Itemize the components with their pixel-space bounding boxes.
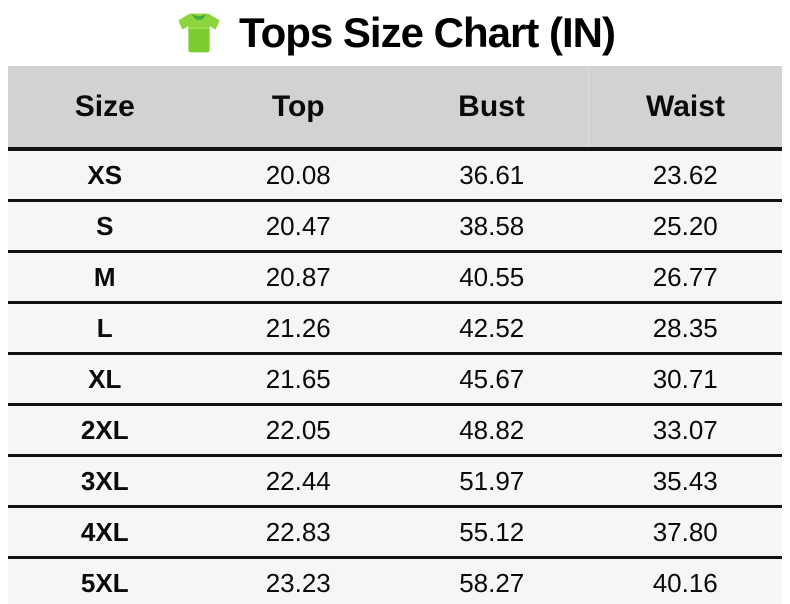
bust-cell: 45.67 [395, 353, 589, 406]
waist-cell: 33.07 [588, 404, 782, 457]
waist-cell: 37.80 [588, 506, 782, 559]
size-cell: 4XL [8, 506, 202, 559]
size-cell: 5XL [8, 557, 202, 604]
column-header-waist: Waist [588, 66, 782, 151]
bust-cell: 48.82 [395, 404, 589, 457]
table-row-s: S 20.47 38.58 25.20 [8, 200, 782, 253]
table-row-5xl: 5XL 23.23 58.27 40.16 [8, 557, 782, 604]
size-cell: S [8, 200, 202, 253]
bust-cell: 58.27 [395, 557, 589, 604]
waist-cell: 40.16 [588, 557, 782, 604]
bust-cell: 55.12 [395, 506, 589, 559]
bust-cell: 42.52 [395, 302, 589, 355]
top-cell: 20.47 [201, 200, 395, 253]
page-title: Tops Size Chart (IN) [239, 9, 616, 56]
table-row-m: M 20.87 40.55 26.77 [8, 251, 782, 304]
size-cell: M [8, 251, 202, 304]
table-row-3xl: 3XL 22.44 51.97 35.43 [8, 455, 782, 508]
waist-cell: 30.71 [588, 353, 782, 406]
bust-cell: 51.97 [395, 455, 589, 508]
size-cell: XL [8, 353, 202, 406]
waist-cell: 23.62 [588, 149, 782, 202]
header-row: Size Top Bust Waist [8, 66, 782, 151]
size-cell: L [8, 302, 202, 355]
bust-cell: 38.58 [395, 200, 589, 253]
top-cell: 23.23 [201, 557, 395, 604]
bust-cell: 36.61 [395, 149, 589, 202]
table-row-l: L 21.26 42.52 28.35 [8, 302, 782, 355]
size-cell: 3XL [8, 455, 202, 508]
top-cell: 20.87 [201, 251, 395, 304]
top-cell: 22.83 [201, 506, 395, 559]
top-cell: 21.65 [201, 353, 395, 406]
size-cell: 2XL [8, 404, 202, 457]
title-bar: Tops Size Chart (IN) [0, 0, 790, 66]
table-row-4xl: 4XL 22.83 55.12 37.80 [8, 506, 782, 559]
top-cell: 22.05 [201, 404, 395, 457]
table-row-2xl: 2XL 22.05 48.82 33.07 [8, 404, 782, 457]
size-table: Size Top Bust Waist XS 20.08 36.61 23.62… [8, 66, 782, 604]
size-cell: XS [8, 149, 202, 202]
waist-cell: 26.77 [588, 251, 782, 304]
table-row-xl: XL 21.65 45.67 30.71 [8, 353, 782, 406]
column-header-top: Top [201, 66, 395, 151]
table-row-xs: XS 20.08 36.61 23.62 [8, 149, 782, 202]
column-header-bust: Bust [395, 66, 589, 151]
tshirt-icon [178, 13, 220, 53]
top-cell: 20.08 [201, 149, 395, 202]
top-cell: 21.26 [201, 302, 395, 355]
column-header-size: Size [8, 66, 202, 151]
top-cell: 22.44 [201, 455, 395, 508]
waist-cell: 25.20 [588, 200, 782, 253]
waist-cell: 35.43 [588, 455, 782, 508]
waist-cell: 28.35 [588, 302, 782, 355]
bust-cell: 40.55 [395, 251, 589, 304]
